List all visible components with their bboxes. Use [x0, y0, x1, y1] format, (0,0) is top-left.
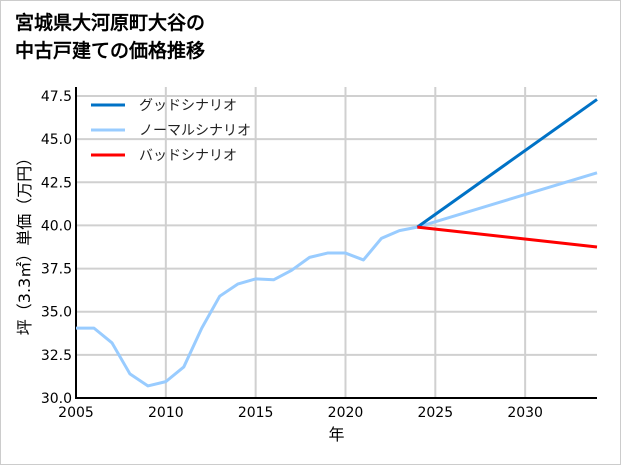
y-tick-label: 30.0: [41, 391, 72, 407]
y-axis-label: 坪（3.3㎡）単価（万円）: [15, 150, 34, 335]
series-line-2: [417, 225, 598, 249]
legend-label: グッドシナリオ: [139, 98, 237, 114]
legend-label: バッドシナリオ: [139, 148, 237, 164]
title-line-1: 宮城県大河原町大谷の: [15, 12, 206, 34]
y-tick-label: 35.0: [41, 305, 72, 321]
y-tick-label: 32.5: [41, 348, 72, 364]
series-line-0: [416, 98, 598, 229]
title-line-2: 中古戸建ての価格推移: [15, 40, 206, 62]
x-tick-label: 2025: [417, 405, 453, 421]
legend-label: ノーマルシナリオ: [139, 123, 251, 139]
chart-title: 宮城県大河原町大谷の 中古戸建ての価格推移: [15, 9, 205, 65]
x-tick-label: 2020: [328, 405, 364, 421]
x-tick-label: 2005: [58, 405, 94, 421]
y-tick-label: 45.0: [41, 132, 72, 148]
y-tick-label: 42.5: [41, 175, 72, 191]
y-tick-label: 47.5: [41, 89, 72, 105]
x-tick-label: 2010: [148, 405, 184, 421]
y-tick-label: 40.0: [41, 218, 72, 234]
x-tick-label: 2030: [507, 405, 543, 421]
x-axis-label: 年: [328, 425, 344, 444]
x-tick-label: 2015: [238, 405, 274, 421]
y-tick-label: 37.5: [41, 262, 72, 278]
series-line-1: [76, 171, 598, 388]
